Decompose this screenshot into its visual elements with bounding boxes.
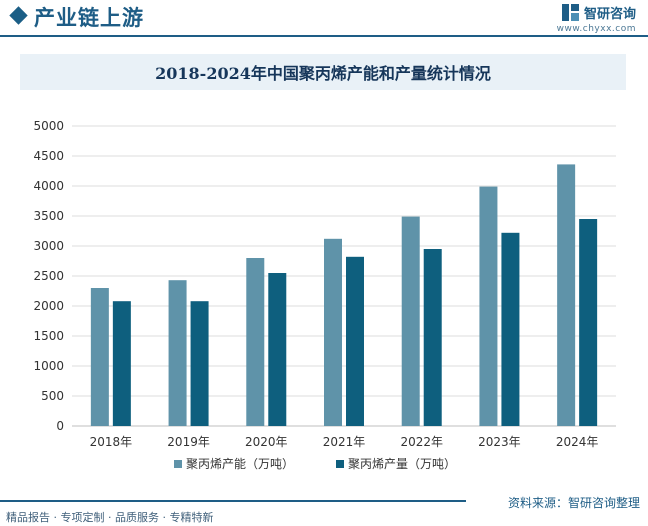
legend: 聚丙烯产能（万吨） 聚丙烯产量（万吨） xyxy=(174,457,456,471)
bar-capacity-5 xyxy=(479,186,498,426)
logo-text: 智研咨询 xyxy=(583,7,636,22)
bar-capacity-6 xyxy=(557,164,576,426)
logo: 智研咨询 xyxy=(561,3,636,22)
footer-divider xyxy=(0,500,466,502)
x-tick-label: 2020年 xyxy=(245,435,288,449)
bar-output-1 xyxy=(190,301,209,426)
x-tick-label: 2023年 xyxy=(478,435,521,449)
y-tick-label: 2500 xyxy=(33,269,64,283)
x-tick-label: 2018年 xyxy=(90,435,133,449)
bar-capacity-3 xyxy=(324,238,342,426)
bar-output-5 xyxy=(501,232,520,426)
x-axis-ticks: 2018年 2019年 2020年 2021年 2022年 2023年 2024年 xyxy=(90,435,599,449)
bar-capacity-4 xyxy=(401,216,420,426)
y-tick-label: 4000 xyxy=(33,179,64,193)
bar-capacity-1 xyxy=(168,280,187,426)
y-tick-label: 3500 xyxy=(33,209,64,223)
legend-label: 聚丙烯产能（万吨） xyxy=(186,457,294,471)
x-tick-label: 2022年 xyxy=(400,435,443,449)
bar-output-2 xyxy=(268,273,287,426)
brand-logo-icon xyxy=(561,4,579,21)
y-tick-label: 5000 xyxy=(33,119,64,133)
legend-swatch xyxy=(336,460,344,468)
y-tick-label: 1500 xyxy=(33,329,64,343)
source-note: 资料来源：智研咨询整理 xyxy=(507,496,640,510)
header-divider xyxy=(0,35,648,37)
bar-output-6 xyxy=(579,219,598,426)
header: 产业链上游 智研咨询 www.chyxx.com xyxy=(0,0,648,40)
bar-capacity-0 xyxy=(90,288,109,426)
y-axis-ticks: 0 500 1000 1500 2000 2500 3000 3500 4000 4500 5000 xyxy=(33,119,64,433)
bar-capacity-2 xyxy=(246,258,265,426)
y-tick-label: 500 xyxy=(41,389,64,403)
y-tick-label: 2000 xyxy=(33,299,64,313)
x-tick-label: 2019年 xyxy=(167,435,210,449)
y-tick-label: 4500 xyxy=(33,149,64,163)
x-tick-label: 2021年 xyxy=(323,435,366,449)
y-tick-label: 0 xyxy=(56,419,64,433)
legend-swatch xyxy=(174,460,182,468)
legend-label: 聚丙烯产量（万吨） xyxy=(348,457,456,471)
bar-output-0 xyxy=(112,301,131,426)
bars xyxy=(90,164,598,426)
bar-output-3 xyxy=(346,256,364,426)
bar-output-4 xyxy=(423,249,442,426)
y-tick-label: 3000 xyxy=(33,239,64,253)
x-tick-label: 2024年 xyxy=(556,435,599,449)
grid-lines xyxy=(72,125,616,427)
section-title: 产业链上游 xyxy=(34,5,144,30)
footer-tagline: 精品报告 · 专项定制 · 品质服务 · 专精特新 xyxy=(6,511,214,524)
chart-title-band: 2018-2024年中国聚丙烯产能和产量统计情况 xyxy=(20,54,626,90)
chart-title: 2018-2024年中国聚丙烯产能和产量统计情况 xyxy=(155,64,491,83)
y-tick-label: 1000 xyxy=(33,359,64,373)
logo-url: www.chyxx.com xyxy=(556,24,636,34)
